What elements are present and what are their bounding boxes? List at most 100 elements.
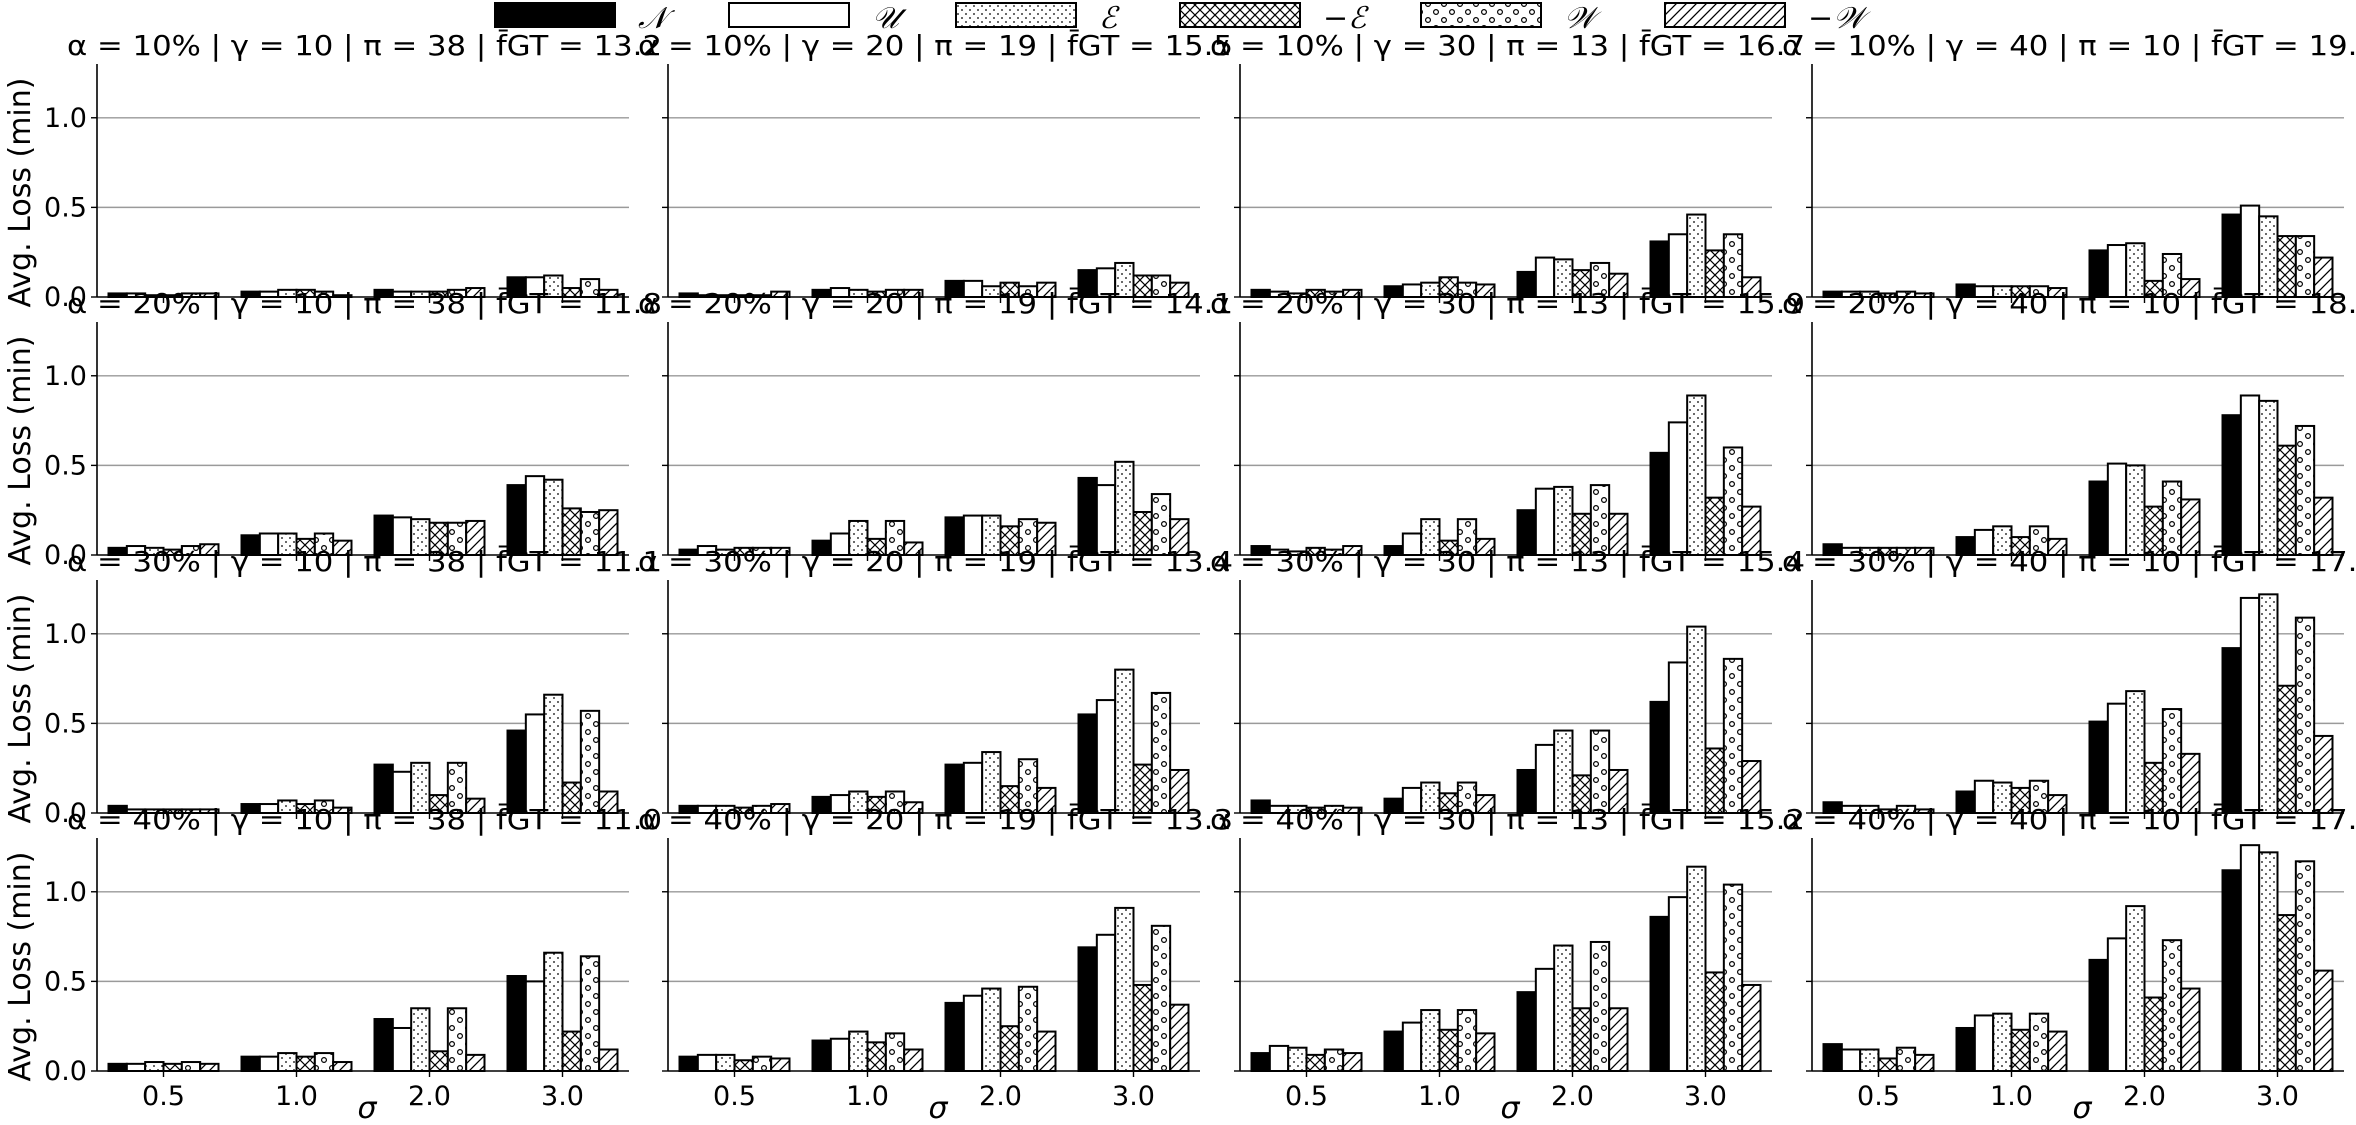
y-tick-label: 0.5 [44, 450, 87, 481]
bar-panel15-3.0-series2 [1667, 896, 1689, 1073]
bar-panel14-1.0-series3 [848, 1030, 869, 1072]
legend-label-4: −ℰ [1323, 1, 1369, 36]
bar-panel15-2.0-series6 [1608, 1007, 1629, 1072]
legend-swatch-2 [728, 2, 850, 28]
legend-swatch-4 [1179, 2, 1301, 28]
y-tick-label: 1.0 [44, 361, 87, 392]
bar-panel4-3.0-series1 [2221, 213, 2242, 298]
bar-panel16-2.0-series6 [2180, 987, 2201, 1072]
bar-panel4-3.0-series3 [2258, 215, 2279, 299]
bar-panel15-1.0-series5 [1456, 1009, 1478, 1072]
bar-panel16-3.0-series2 [2239, 844, 2261, 1073]
bar-panel16-1.0-series5 [2028, 1012, 2050, 1073]
bar-panel12-3.0-series3 [2258, 593, 2279, 814]
x-tick-label: 1.0 [275, 1081, 318, 1112]
x-tick-label: 2.0 [408, 1081, 451, 1112]
bar-panel16-1.0-series1 [1955, 1026, 1976, 1073]
bar-panel8-2.0-series3 [2125, 464, 2146, 556]
bar-panel15-0.5-series1 [1250, 1052, 1271, 1072]
bar-panel15-1.0-series4 [1438, 1028, 1459, 1073]
bar-panel16-0.5-series6 [1914, 1053, 1935, 1073]
bar-panel15-2.0-series3 [1553, 944, 1574, 1072]
x-axis-label: σ [1500, 1091, 1520, 1125]
bar-panel16-2.0-series1 [2088, 958, 2109, 1073]
y-axis-label: Avg. Loss (min) [3, 852, 38, 1082]
bar-panel15-0.5-series4 [1305, 1053, 1326, 1073]
bar-panel13-3.0-series4 [561, 1030, 582, 1072]
y-tick-label: 0.0 [44, 540, 87, 571]
x-tick-label: 3.0 [2256, 1081, 2299, 1112]
y-axis-label: Avg. Loss (min) [3, 78, 38, 308]
bar-panel15-0.5-series6 [1342, 1052, 1363, 1072]
x-axis-label: σ [2072, 1091, 2092, 1125]
panel-6: α = 20% | γ = 20 | π = 19 | f̄GT = 14.1 [638, 286, 1233, 561]
bar-panel13-1.0-series4 [295, 1055, 316, 1072]
x-tick-label: 3.0 [1684, 1081, 1727, 1112]
bar-panel14-1.0-series4 [866, 1041, 887, 1073]
panel-7: α = 20% | γ = 30 | π = 13 | f̄GT = 15.9 [1210, 286, 1805, 561]
panel-9: 0.0 0.5 1.0 α = 30% | γ = 10 | π = 38 | f̄G… [3, 544, 662, 829]
legend-swatch-3 [955, 2, 1077, 28]
panel-2: α = 10% | γ = 20 | π = 19 | f̄GT = 15.5 [638, 28, 1233, 303]
bar-panel15-1.0-series6 [1475, 1032, 1496, 1073]
bar-panel16-1.0-series4 [2010, 1028, 2031, 1073]
bar-panel4-3.0-series2 [2239, 204, 2261, 298]
bar-panel10-3.0-series5 [1150, 691, 1172, 815]
y-tick-label: 0.5 [44, 708, 87, 739]
bar-panel14-0.5-series5 [751, 1055, 773, 1072]
bar-panel11-3.0-series3 [1686, 625, 1707, 814]
bar-panel14-2.0-series3 [981, 987, 1002, 1072]
bar-panel12-3.0-series5 [2294, 616, 2316, 815]
x-tick-label: 1.0 [1990, 1081, 2033, 1112]
panel-1: 0.0 0.5 1.0 α = 10% | γ = 10 | π = 38 | f̄G… [3, 28, 662, 313]
bar-panel8-3.0-series2 [2239, 394, 2261, 556]
x-tick-label: 2.0 [2123, 1081, 2166, 1112]
x-tick-label: 1.0 [1418, 1081, 1461, 1112]
y-tick-label: 1.0 [44, 619, 87, 650]
bar-panel5-3.0-series2 [524, 475, 546, 556]
bar-panel16-3.0-series5 [2294, 860, 2316, 1072]
bar-panel13-3.0-series2 [524, 980, 546, 1073]
panel-15: 0.5 1.0 2.0 3.0 α = 40% | γ = 30 | π = 13 | … [1210, 802, 1805, 1125]
bar-panel14-2.0-series1 [944, 1001, 965, 1073]
bar-panel13-1.0-series5 [313, 1052, 335, 1072]
panel-title: α = 40% | γ = 40 | π = 10 | f̄GT = 17.1 [1782, 802, 2356, 836]
x-tick-label: 3.0 [541, 1081, 584, 1112]
bar-panel6-3.0-series3 [1114, 460, 1135, 556]
bar-panel16-0.5-series3 [1859, 1048, 1880, 1073]
bar-panel16-0.5-series4 [1877, 1057, 1898, 1073]
y-tick-label: 0.5 [44, 192, 87, 223]
bar-panel16-1.0-series2 [1973, 1014, 1995, 1073]
bar-panel12-3.0-series4 [2276, 684, 2297, 814]
bar-panel14-0.5-series1 [678, 1055, 699, 1072]
x-axis-label: σ [357, 1091, 377, 1125]
bar-panel13-2.0-series2 [391, 1026, 413, 1073]
bar-panel16-1.0-series3 [1992, 1012, 2013, 1073]
panel-12: α = 30% | γ = 40 | π = 10 | f̄GT = 17.2 [1782, 544, 2356, 819]
panel-title: α = 10% | γ = 40 | π = 10 | f̄GT = 19.4 [1782, 28, 2356, 62]
bar-panel12-2.0-series2 [2106, 702, 2128, 815]
bar-panel14-0.5-series3 [715, 1053, 736, 1073]
bar-panel14-0.5-series4 [733, 1059, 754, 1072]
bar-panel16-2.0-series5 [2161, 939, 2183, 1073]
legend-label-6: −𝒲 [1808, 1, 1871, 36]
bar-panel13-2.0-series6 [465, 1053, 486, 1073]
bar-panel12-3.0-series2 [2239, 596, 2261, 815]
panel-13: 0.0 0.5 1.0 0.5 1.0 2.0 3.0 α = 40% | γ = 10 | … [3, 802, 662, 1125]
bar-panel14-2.0-series6 [1036, 1030, 1057, 1072]
bar-panel15-3.0-series1 [1649, 915, 1670, 1072]
bar-panel8-3.0-series5 [2294, 424, 2316, 557]
y-tick-label: 0.0 [44, 282, 87, 313]
bar-panel13-3.0-series3 [543, 951, 564, 1073]
bar-panel15-1.0-series3 [1420, 1009, 1441, 1072]
bar-panel14-3.0-series3 [1114, 906, 1135, 1073]
bar-panel16-2.0-series4 [2143, 996, 2164, 1072]
panel-11: α = 30% | γ = 30 | π = 13 | f̄GT = 15.4 [1210, 544, 1805, 819]
bar-panel15-0.5-series2 [1268, 1044, 1290, 1073]
bar-panel14-3.0-series1 [1077, 946, 1098, 1072]
bar-panel13-0.5-series4 [162, 1062, 183, 1073]
legend-swatch-1 [494, 2, 616, 28]
y-tick-label: 1.0 [44, 877, 87, 908]
y-tick-label: 0.0 [44, 798, 87, 829]
bar-panel14-2.0-series5 [1017, 985, 1039, 1072]
